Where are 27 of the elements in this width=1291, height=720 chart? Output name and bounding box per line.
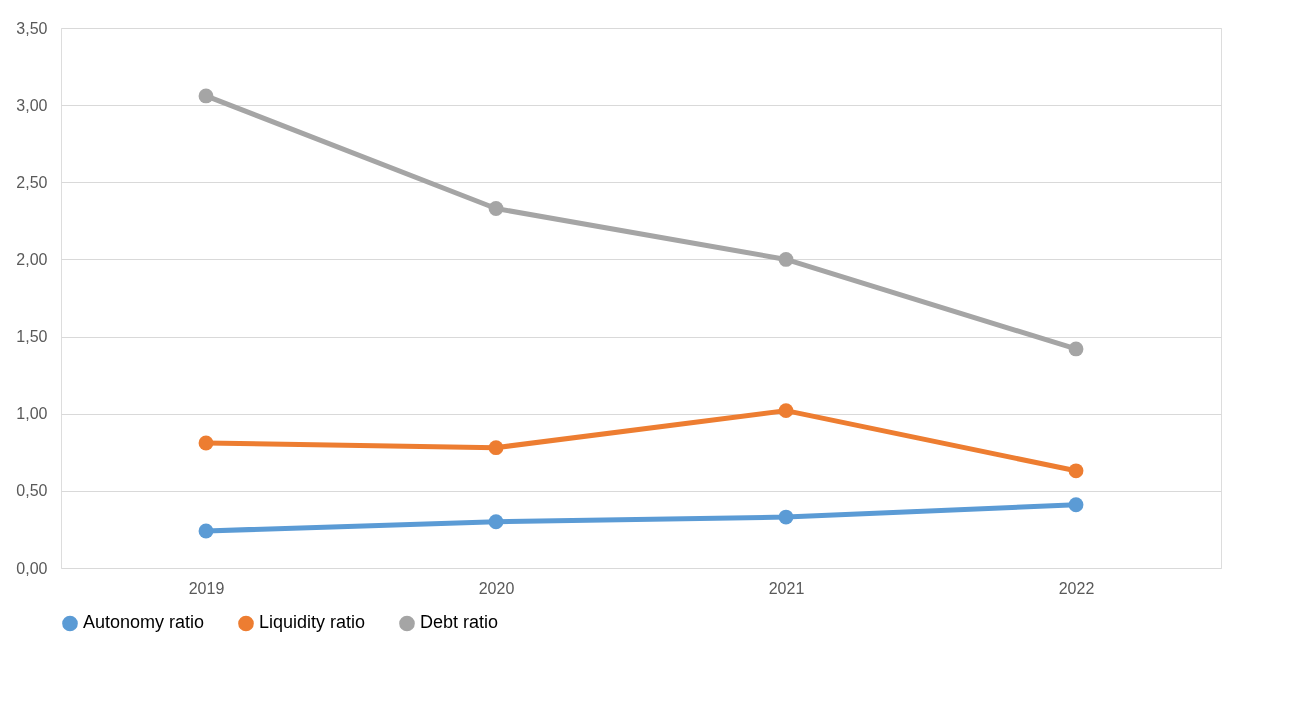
- point: [778, 509, 794, 525]
- point: [198, 88, 214, 104]
- point: [488, 201, 504, 216]
- point: [198, 523, 214, 539]
- point: [488, 440, 504, 456]
- point: [778, 403, 794, 419]
- x-tick-label: 2022: [1058, 579, 1095, 597]
- y-tick-label: 3,00: [16, 96, 48, 114]
- point: [1068, 463, 1084, 479]
- y-tick-label: 1,00: [16, 405, 48, 423]
- y-tick-label: 0,50: [16, 482, 48, 500]
- point: [1068, 497, 1084, 513]
- legend-label: Debt ratio: [420, 612, 499, 633]
- y-tick-label: 1,50: [16, 328, 48, 346]
- y-tick-label: 2,50: [16, 173, 48, 191]
- y-tick-label: 3,50: [16, 19, 48, 37]
- point: [1068, 341, 1084, 357]
- legend-label: Liquidity ratio: [259, 612, 366, 633]
- legend-label: Autonomy ratio: [83, 612, 205, 633]
- y-tick-label: 0,00: [16, 559, 48, 577]
- x-tick-label: 2021: [768, 579, 805, 597]
- x-tick-label: 2020: [478, 579, 515, 597]
- point: [198, 435, 214, 451]
- x-tick-label: 2019: [188, 579, 225, 597]
- point: [778, 252, 794, 267]
- y-tick-label: 2,00: [16, 250, 48, 268]
- point: [488, 514, 504, 530]
